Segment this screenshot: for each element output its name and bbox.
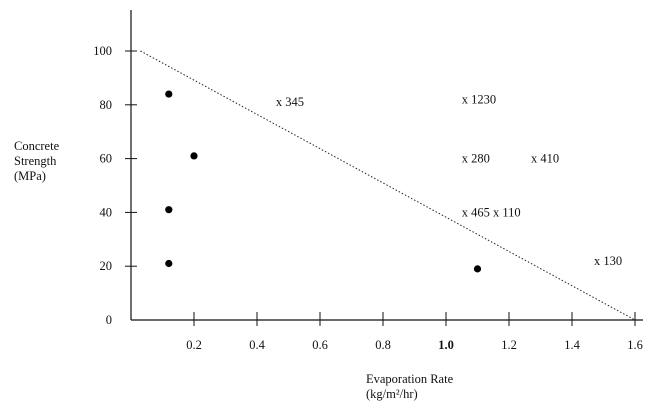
dot-point bbox=[165, 90, 173, 98]
x-tick-label: 1.4 bbox=[564, 338, 580, 352]
y-ticks: 0 20 40 60 80 100 bbox=[93, 44, 137, 327]
x-tick-label: 0.8 bbox=[375, 338, 391, 352]
x-axis-title: Evaporation Rate (kg/m²/hr) bbox=[366, 372, 453, 402]
dot-point bbox=[165, 206, 173, 214]
dividing-line-group bbox=[140, 50, 636, 321]
y-axis-title: Concrete Strength (MPa) bbox=[14, 139, 59, 184]
x-tick-label: 0.6 bbox=[312, 338, 328, 352]
y-tick-label: 40 bbox=[100, 205, 113, 219]
x-marker-label: x 345 bbox=[276, 95, 304, 109]
y-tick-label: 20 bbox=[100, 259, 113, 273]
y-tick-label: 80 bbox=[100, 98, 113, 112]
x-marker-label: x 1230 bbox=[462, 92, 496, 106]
x-tick-label: 0.2 bbox=[186, 338, 202, 352]
y-tick-label: 100 bbox=[93, 44, 112, 58]
x-axis-title-line-2: (kg/m²/hr) bbox=[366, 387, 418, 401]
x-marker-labels: x 345 x 1230 x 280 x 410 x 465 x 110 x 130 bbox=[276, 92, 622, 267]
dot-point bbox=[190, 152, 198, 160]
x-ticks: 0.2 0.4 0.6 0.8 1.0 1.2 1.4 1.6 bbox=[186, 312, 643, 352]
axes bbox=[130, 10, 643, 321]
x-marker-label: x 465 x 110 bbox=[462, 205, 521, 219]
y-tick-label: 0 bbox=[106, 313, 112, 327]
y-axis-title-line-2: Strength bbox=[14, 154, 57, 168]
x-marker-label: x 130 bbox=[594, 254, 622, 268]
y-tick-label: 60 bbox=[100, 152, 113, 166]
x-axis-title-line-1: Evaporation Rate bbox=[366, 372, 454, 386]
x-tick-label: 1.0 bbox=[438, 338, 454, 352]
x-tick-label: 0.4 bbox=[249, 338, 265, 352]
x-tick-label: 1.6 bbox=[627, 338, 643, 352]
dot-point bbox=[473, 265, 482, 273]
y-axis-title-line-1: Concrete bbox=[14, 139, 60, 153]
x-marker-label: x 410 bbox=[531, 152, 559, 166]
x-marker-label: x 280 bbox=[462, 152, 490, 166]
x-tick-label: 1.2 bbox=[501, 338, 517, 352]
dot-series bbox=[165, 90, 482, 273]
dot-point bbox=[165, 259, 173, 268]
dividing-line bbox=[140, 50, 636, 321]
y-axis-title-line-3: (MPa) bbox=[14, 169, 46, 183]
